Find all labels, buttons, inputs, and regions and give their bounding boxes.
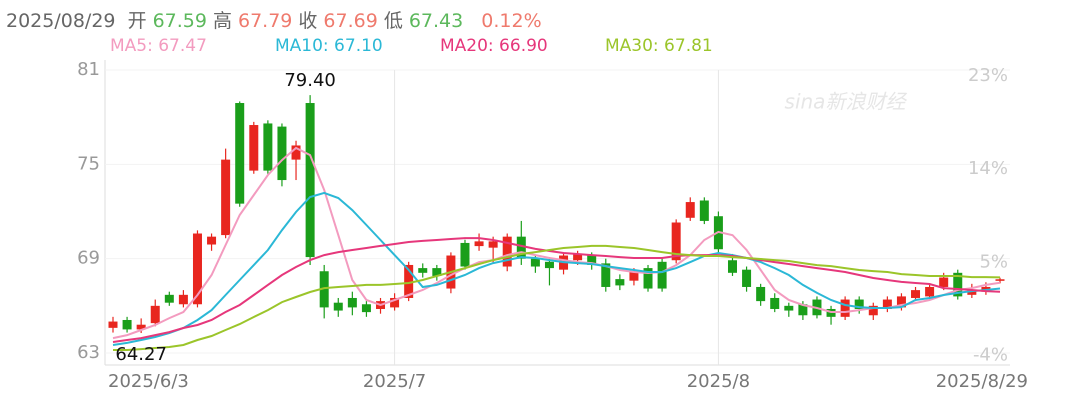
- candle-body: [150, 305, 160, 324]
- candle-body: [502, 236, 512, 267]
- candle-body: [939, 277, 949, 287]
- candle-body: [601, 263, 611, 287]
- candle-body: [587, 255, 597, 265]
- x-tick-label: 2025/8/29: [936, 371, 1028, 392]
- max-label: 79.40: [284, 70, 336, 91]
- candle-body: [699, 200, 709, 221]
- candle-body: [840, 299, 850, 317]
- candle-body: [263, 123, 273, 171]
- y-tick-label: 63: [77, 342, 100, 363]
- legend-entry: MA30: 67.81: [605, 36, 713, 56]
- x-tick-label: 2025/8: [687, 371, 750, 392]
- candle-body: [404, 264, 414, 298]
- candle-body: [164, 294, 174, 303]
- candle-body: [629, 271, 639, 281]
- ma-line: [113, 244, 1001, 351]
- candle-body: [235, 103, 245, 204]
- change: 0.12%: [481, 10, 542, 32]
- y2-tick-label: 14%: [968, 158, 1008, 179]
- candle-body: [192, 233, 202, 305]
- candle-body: [108, 321, 118, 328]
- y2-tick-label: 5%: [979, 251, 1008, 272]
- candle-body: [516, 236, 526, 259]
- header-value: 67.69: [323, 10, 378, 32]
- candle-body: [319, 271, 329, 308]
- candle-body: [784, 305, 794, 311]
- candle-body: [882, 299, 892, 309]
- candle-body: [291, 145, 301, 160]
- header: 2025/08/29 开 67.59 高 67.79 收 67.69 低 67.43 0.12…: [6, 6, 548, 33]
- candle-body: [347, 297, 357, 308]
- candle-body: [544, 261, 554, 269]
- candle-body: [460, 242, 470, 267]
- legend: MA5: 67.47 MA10: 67.10 MA20: 66.90 MA30: 67…: [110, 36, 770, 56]
- candle-body: [896, 296, 906, 308]
- candle-body: [418, 268, 428, 273]
- header-label: 收: [298, 10, 318, 32]
- candle-body: [727, 260, 737, 273]
- candle-body: [305, 103, 315, 258]
- ma-line: [112, 237, 1001, 343]
- candle-body: [967, 290, 977, 295]
- candle-body: [868, 305, 878, 316]
- candle-body: [249, 125, 259, 171]
- ma-line: [112, 191, 1001, 346]
- candle-body: [770, 297, 780, 309]
- candle-body: [122, 319, 132, 330]
- watermark: sina新浪财经: [785, 90, 908, 114]
- candle-body: [530, 258, 540, 267]
- candle-body: [953, 272, 963, 297]
- y-tick-label: 75: [77, 153, 100, 174]
- candle-body: [277, 126, 287, 181]
- ma-line: [112, 146, 1001, 340]
- candle-body: [221, 159, 231, 236]
- candle-body: [432, 268, 442, 276]
- candle-body: [657, 261, 667, 289]
- candle-body: [911, 290, 921, 298]
- header-items: 开 67.59 高 67.79 收 67.69 低 67.43: [128, 10, 470, 32]
- header-value: 67.43: [408, 10, 464, 32]
- candle-body: [333, 302, 343, 311]
- header-label: 高: [212, 10, 232, 32]
- candle-body: [488, 241, 498, 248]
- candle-body: [995, 279, 1005, 281]
- candle-body: [615, 279, 625, 286]
- header-value: 67.59: [152, 10, 207, 32]
- candle-body: [742, 269, 752, 287]
- candle-body: [207, 236, 217, 245]
- candle-body: [573, 253, 583, 261]
- candle-body: [798, 304, 808, 316]
- candle-body: [685, 202, 695, 218]
- candle-body: [643, 268, 653, 289]
- min-label: 64.27: [115, 344, 167, 365]
- y2-tick-label: 23%: [968, 65, 1008, 86]
- candle-body: [390, 297, 400, 308]
- candle-body: [361, 304, 371, 313]
- y-tick-label: 69: [77, 248, 100, 269]
- legend-entry: MA10: 67.10: [275, 36, 383, 56]
- candle-body: [854, 299, 864, 309]
- header-label: 低: [383, 10, 403, 32]
- y-tick-label: 81: [77, 59, 100, 80]
- candle-body: [671, 222, 681, 261]
- date: 2025/08/29: [6, 10, 116, 32]
- header-label: 开: [127, 10, 147, 32]
- candle-body: [136, 324, 146, 330]
- y2-tick-label: -4%: [973, 345, 1008, 366]
- legend-entry: MA20: 66.90: [440, 36, 548, 56]
- x-tick-label: 2025/6/3: [108, 371, 189, 392]
- legend-entry: MA5: 67.47: [110, 36, 207, 56]
- header-value: 67.79: [238, 10, 293, 32]
- candle-body: [178, 294, 188, 305]
- candle-body: [925, 286, 935, 297]
- x-tick-label: 2025/7: [363, 371, 426, 392]
- candle-body: [474, 241, 484, 247]
- candle-body: [756, 286, 766, 302]
